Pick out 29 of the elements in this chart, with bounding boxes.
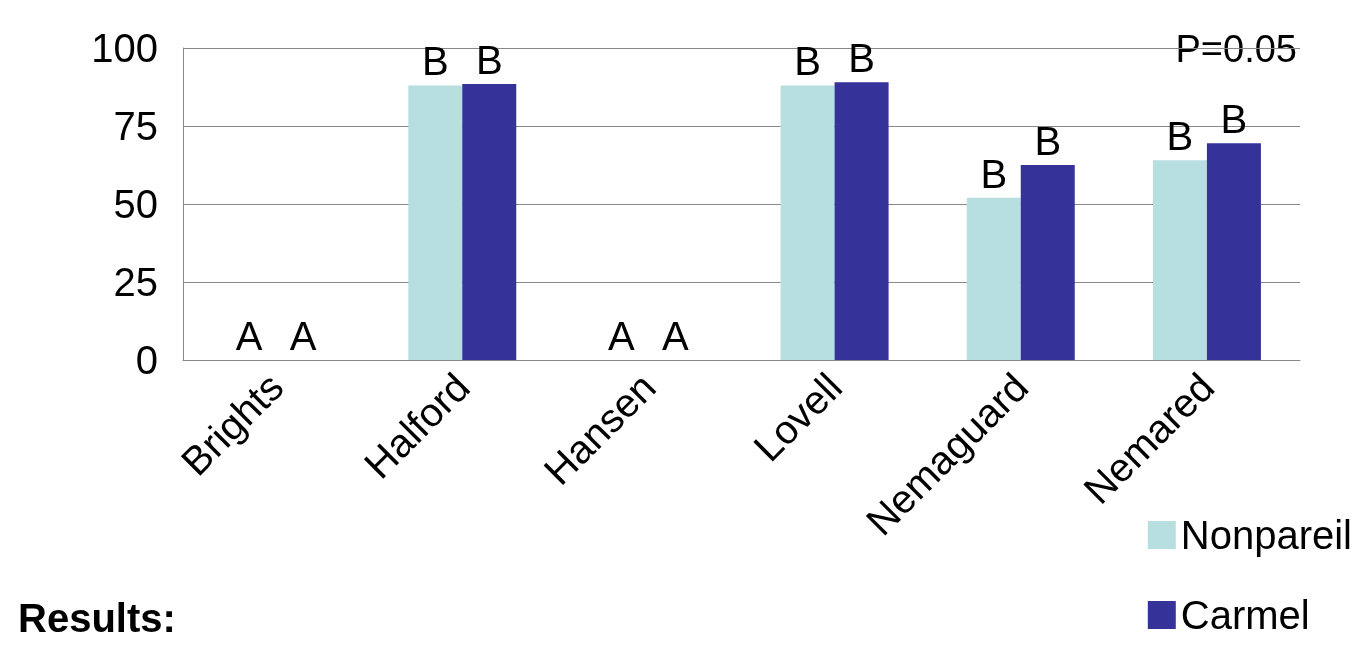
data-label: B (421, 39, 449, 84)
y-tick-label: 0 (135, 338, 158, 382)
y-tick-label: 50 (113, 182, 158, 226)
data-label: A (608, 314, 636, 358)
legend-label: Nonpareil (1180, 513, 1353, 557)
y-tick-label: 100 (91, 26, 158, 70)
data-label: A (235, 314, 263, 358)
bar (780, 85, 835, 360)
legend-label: Carmel (1180, 593, 1310, 637)
data-label: B (1220, 97, 1248, 142)
bar (462, 83, 517, 360)
data-label: B (980, 151, 1008, 196)
bar (966, 197, 1021, 360)
data-label: B (1166, 114, 1194, 159)
text: Results: (18, 596, 176, 640)
data-label: B (475, 37, 503, 82)
bar (1152, 160, 1207, 360)
bar (834, 82, 889, 360)
bar (408, 85, 463, 360)
bar (1206, 143, 1261, 360)
data-label: B (794, 39, 821, 84)
data-label: B (1034, 119, 1062, 163)
y-tick-label: 25 (113, 260, 158, 304)
bar (1020, 165, 1075, 360)
y-tick-label: 75 (113, 104, 158, 148)
data-label: A (289, 314, 317, 358)
data-label: B (848, 36, 875, 81)
data-label: A (662, 314, 690, 358)
annotation: P=0.05 (1175, 28, 1297, 70)
